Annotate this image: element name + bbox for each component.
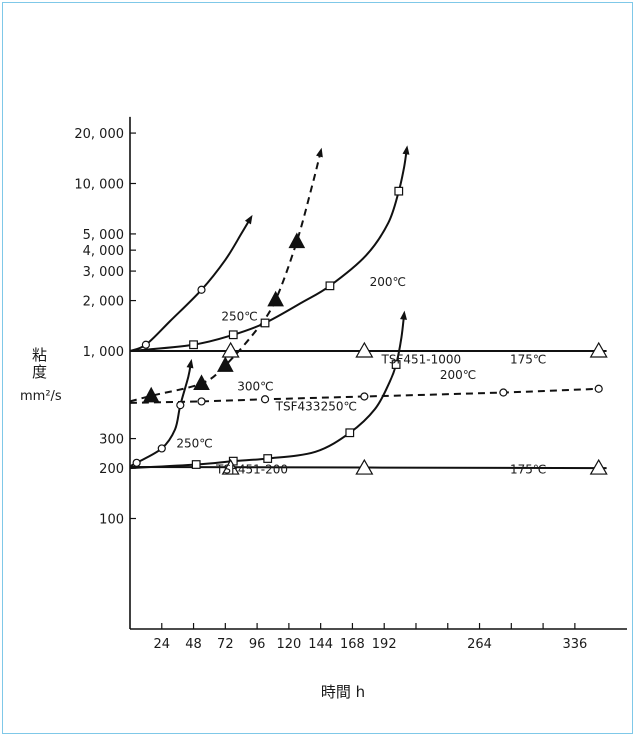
y-axis-unit: mm²/s — [20, 389, 62, 404]
annotation-label: TSF451-200 — [215, 463, 288, 477]
square-marker — [191, 460, 201, 469]
x-tick-label: 192 — [372, 637, 397, 652]
series-arrow-2 — [402, 145, 410, 155]
circle-marker — [132, 458, 141, 467]
triangle-open-marker — [221, 341, 240, 358]
annotation-label: 250℃ — [321, 400, 357, 414]
circle-marker — [594, 384, 603, 393]
x-tick-label: 48 — [185, 637, 202, 652]
square-marker — [263, 454, 273, 463]
square-marker — [260, 318, 270, 328]
x-tick-label: 168 — [340, 637, 365, 652]
series-line-5 — [129, 387, 599, 404]
triangle-filled-marker — [216, 356, 234, 372]
series-arrow-4 — [186, 358, 194, 369]
circle-marker — [197, 397, 206, 406]
series-line-3 — [129, 151, 322, 403]
y-tick-label: 1, 000 — [83, 345, 124, 360]
x-tick-label: 96 — [249, 637, 266, 652]
triangle-open-marker — [589, 341, 608, 358]
markers — [132, 186, 608, 475]
annotation-label: TSF451-1000 — [381, 353, 462, 367]
x-tick-label: 144 — [308, 637, 333, 652]
triangle-filled-marker — [288, 232, 306, 249]
square-marker — [325, 281, 335, 291]
x-tick-label: 264 — [467, 637, 492, 652]
circle-marker — [360, 392, 369, 401]
triangle-filled-marker — [267, 290, 284, 307]
annotation-label: 200℃ — [370, 275, 406, 289]
triangle-filled-marker — [142, 386, 160, 403]
square-marker — [189, 340, 198, 350]
y-tick-label: 2, 000 — [83, 295, 124, 310]
triangle-open-marker — [589, 458, 608, 475]
square-marker — [391, 360, 401, 369]
triangle-filled-marker — [193, 374, 210, 390]
x-tick-label: 336 — [562, 637, 587, 652]
x-tick-label: 24 — [154, 637, 171, 652]
triangle-open-marker — [221, 458, 240, 475]
y-tick-label: 200 — [99, 462, 124, 477]
y-axis-label: 粘度 — [30, 347, 48, 381]
circle-marker — [499, 388, 508, 397]
series-arrow-6 — [400, 310, 407, 320]
series-arrow-1 — [244, 214, 253, 225]
series-arrow-3 — [316, 147, 323, 158]
y-tick-label: 3, 000 — [83, 265, 124, 280]
annotation-label: 250℃ — [221, 310, 257, 324]
y-tick-label: 4, 000 — [83, 244, 124, 259]
y-tick-label: 5, 000 — [83, 228, 124, 243]
circle-marker — [197, 285, 206, 294]
circle-marker — [176, 401, 185, 410]
curves — [129, 145, 607, 470]
annotation-label: TSF433 — [275, 400, 321, 414]
y-tick-label: 300 — [99, 433, 124, 448]
x-axis-label: 時間 h — [321, 683, 365, 701]
annotation-label: 250℃ — [176, 437, 212, 451]
y-tick-label: 10, 000 — [74, 178, 124, 193]
square-marker — [394, 186, 404, 196]
annotation-label: 300℃ — [237, 380, 273, 394]
annotation-label: 200℃ — [440, 368, 476, 382]
triangle-open-marker — [355, 458, 374, 475]
circle-marker — [157, 444, 166, 453]
square-marker — [228, 330, 238, 340]
annotation-label: 175℃ — [510, 353, 546, 367]
annotation-label: 175℃ — [510, 463, 546, 477]
circle-marker — [260, 395, 270, 404]
x-tick-label: 72 — [217, 637, 234, 652]
square-marker — [345, 428, 355, 438]
y-tick-label: 100 — [99, 513, 124, 528]
x-tick-label: 120 — [276, 637, 301, 652]
circle-marker — [141, 340, 150, 349]
y-tick-label: 20, 000 — [74, 127, 124, 142]
triangle-open-marker — [355, 341, 374, 358]
